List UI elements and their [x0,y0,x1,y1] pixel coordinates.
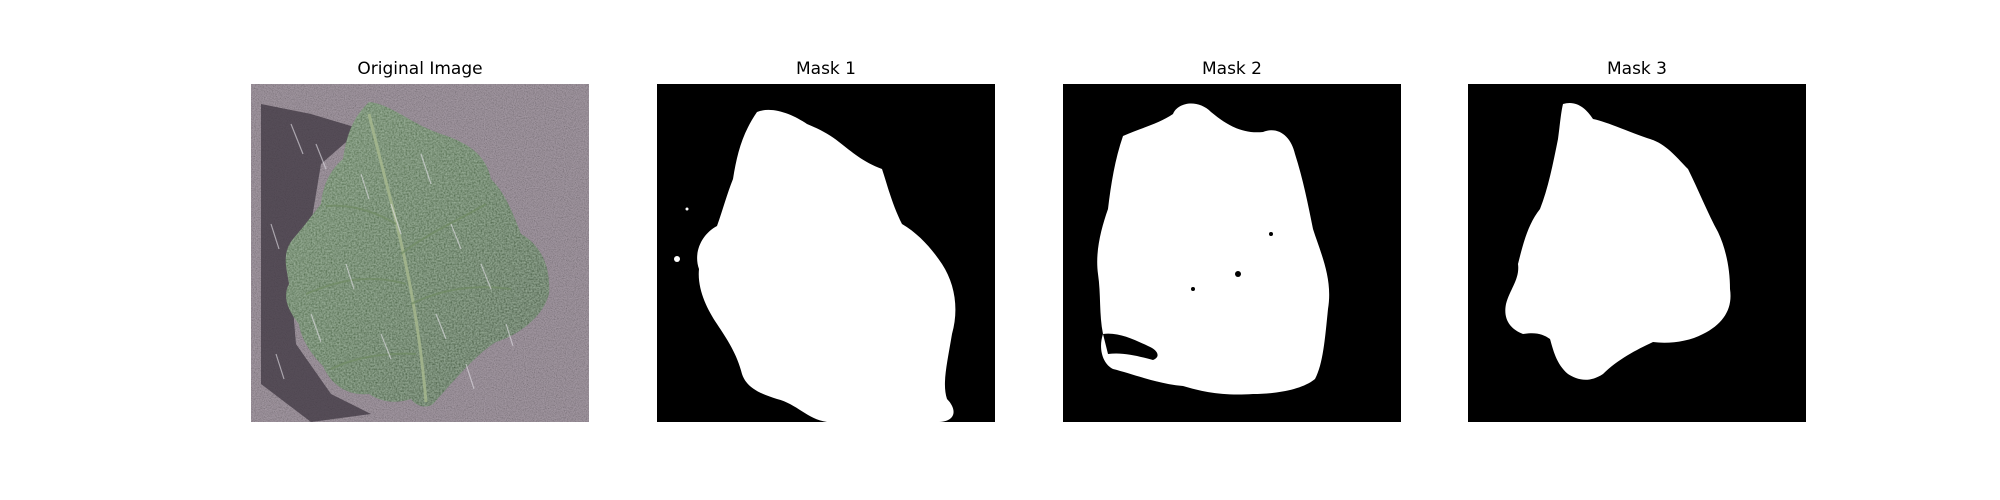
panel-original-image: Original Image [251,56,589,422]
mask-2-image [1063,84,1401,422]
mask-3-image [1468,84,1806,422]
mask-1-image [657,84,995,422]
original-leaf-photo [251,84,589,422]
panel-title: Mask 3 [1606,59,1667,79]
panel-title: Mask 1 [795,59,856,79]
panel-mask-2: Mask 2 [1063,56,1401,422]
panel-mask-3: Mask 3 [1468,56,1806,422]
panel-mask-1: Mask 1 [657,56,995,422]
panel-title: Original Image [357,59,483,79]
panel-title: Mask 2 [1201,59,1262,79]
